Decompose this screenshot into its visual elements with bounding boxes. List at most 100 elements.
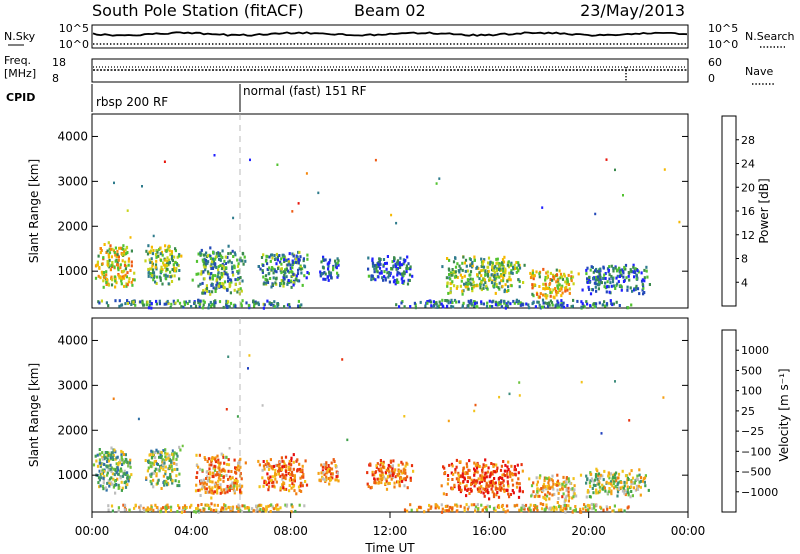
power-echo-cell: [114, 299, 117, 303]
power-echo-cell: [374, 263, 377, 267]
velocity-echo-cell: [375, 464, 378, 468]
power-echo-cell: [514, 267, 517, 270]
power-echo-cell: [547, 301, 550, 305]
velocity-echo-cell: [183, 510, 186, 513]
power-echo-cell: [605, 285, 608, 289]
velocity-echo-cell: [565, 494, 568, 498]
velocity-echo-cell: [181, 508, 184, 512]
velocity-echo-cell: [514, 473, 517, 477]
velocity-echo-cell: [507, 468, 510, 471]
power-echo-cell: [223, 280, 227, 284]
power-echo-cell: [570, 277, 573, 281]
velocity-echo-cell: [572, 477, 575, 481]
power-echo-cell: [319, 270, 322, 274]
velocity-echo-cell: [567, 490, 570, 494]
velocity-echo-cell: [239, 465, 242, 469]
velocity-echo-cell: [567, 504, 570, 508]
power-echo-cell: [472, 300, 475, 304]
power-echo-cell: [266, 255, 269, 259]
velocity-echo-cell: [293, 474, 296, 478]
velocity-echo-cell: [128, 461, 132, 465]
velocity-echo-cell: [208, 490, 211, 494]
power-echo-cell: [482, 302, 485, 306]
velocity-echo-cell: [579, 473, 583, 477]
velocity-echo-cell: [446, 482, 449, 486]
velocity-echo-cell: [633, 481, 636, 485]
velocity-echo-cell: [233, 481, 236, 485]
freq-tick-high: 18: [52, 56, 66, 69]
power-echo-cell: [538, 272, 541, 276]
velocity-echo-point: [580, 380, 583, 384]
power-echo-point: [390, 213, 393, 217]
velocity-echo-cell: [535, 476, 538, 480]
velocity-echo-cell: [153, 469, 156, 473]
power-echo-cell: [220, 254, 223, 258]
power-echo-cell: [303, 274, 306, 278]
velocity-echo-cell: [295, 492, 298, 496]
power-echo-cell: [152, 271, 156, 275]
power-echo-cell: [210, 267, 213, 270]
power-echo-cell: [287, 258, 290, 262]
power-echo-cell: [594, 269, 597, 273]
velocity-echo-cell: [557, 497, 560, 500]
velocity-echo-cell: [573, 509, 576, 513]
power-echo-point: [605, 158, 608, 161]
velocity-echo-cell: [113, 483, 116, 487]
power-echo-cell: [126, 283, 129, 287]
velocity-echo-data: [92, 354, 665, 514]
power-echo-cell: [100, 299, 103, 303]
velocity-echo-cell: [585, 481, 588, 485]
velocity-echo-cell: [322, 471, 325, 474]
velocity-echo-cell: [210, 491, 213, 495]
power-echo-cell: [113, 275, 117, 279]
velocity-echo-cell: [166, 452, 169, 456]
power-echo-cell: [475, 301, 478, 305]
power-echo-cell: [622, 280, 626, 283]
power-echo-cell: [536, 292, 539, 296]
power-echo-cell: [463, 274, 466, 278]
velocity-echo-cell: [147, 508, 150, 512]
power-echo-cell: [305, 276, 308, 280]
power-echo-cell: [506, 304, 509, 308]
velocity-echo-cell: [292, 485, 295, 489]
velocity-echo-cell: [151, 456, 154, 459]
velocity-colorbar-tick-label: −500: [741, 466, 771, 479]
velocity-echo-cell: [567, 493, 570, 497]
power-echo-cell: [385, 261, 388, 265]
power-echo-cell: [232, 303, 235, 307]
velocity-echo-cell: [582, 507, 585, 511]
power-echo-cell: [195, 259, 199, 263]
velocity-echo-cell: [123, 469, 126, 473]
velocity-echo-cell: [468, 492, 471, 495]
power-echo-cell: [116, 261, 119, 265]
power-echo-cell: [220, 276, 223, 279]
power-echo-cell: [531, 283, 534, 287]
velocity-echo-cell: [559, 505, 562, 509]
velocity-echo-cell: [103, 463, 106, 466]
power-echo-cell: [259, 267, 262, 271]
power-echo-cell: [546, 294, 549, 298]
velocity-echo-cell: [497, 506, 501, 509]
power-echo-cell: [183, 303, 186, 307]
velocity-colorbar-tick-label: 25: [741, 405, 755, 418]
velocity-echo-cell: [256, 508, 259, 512]
velocity-echo-cell: [184, 507, 187, 511]
velocity-echo-cell: [209, 488, 212, 492]
velocity-echo-cell: [268, 481, 271, 485]
power-echo-cell: [606, 267, 610, 271]
power-echo-cell: [155, 253, 158, 257]
velocity-echo-cell: [622, 487, 625, 490]
power-echo-cell: [553, 277, 556, 281]
power-echo-cell: [159, 276, 162, 280]
velocity-echo-cell: [590, 502, 593, 506]
power-echo-cell: [505, 304, 508, 308]
power-echo-cell: [566, 288, 569, 292]
velocity-echo-cell: [288, 459, 291, 463]
velocity-echo-cell: [528, 477, 531, 481]
power-echo-cell: [478, 277, 481, 281]
power-echo-cell: [473, 255, 476, 259]
power-echo-cell: [214, 255, 217, 259]
velocity-echo-cell: [487, 466, 490, 470]
power-echo-cell: [134, 303, 137, 307]
velocity-echo-cell: [373, 481, 376, 485]
